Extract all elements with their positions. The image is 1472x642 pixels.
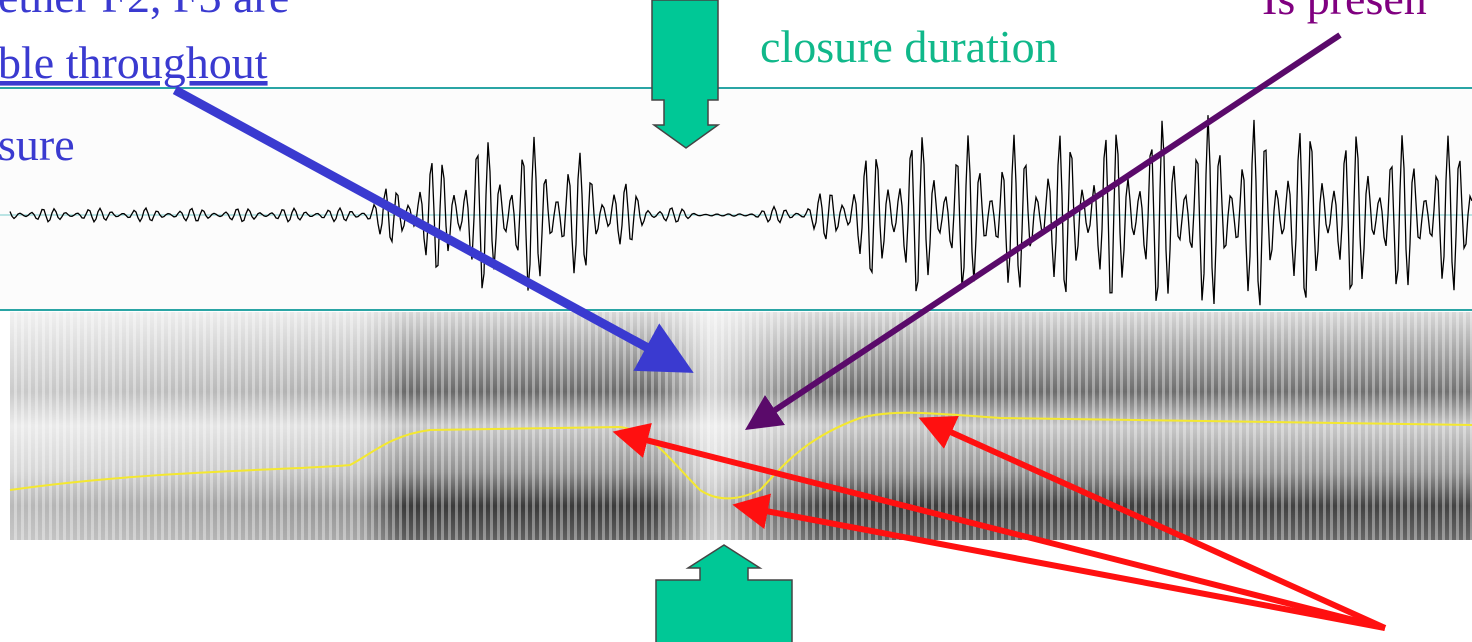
waveform (9, 115, 1472, 306)
note-line: ble throughout (0, 37, 268, 88)
down-arrow (651, 0, 721, 149)
purple-arrow (745, 32, 1342, 430)
blue-arrow (172, 86, 694, 373)
red-arrows (612, 415, 1387, 631)
closure-label: closure duration (760, 21, 1058, 72)
pitch-track (9, 411, 1472, 500)
spectrogram-shade (10, 312, 1472, 540)
right-note: Is presen (1262, 0, 1427, 24)
up-arrow (655, 544, 793, 642)
red-arrow (732, 493, 1386, 631)
red-arrow (612, 422, 1386, 631)
note-line: sure (0, 119, 75, 170)
note-line: ether F2, F3 are (0, 0, 289, 22)
red-arrow (918, 415, 1387, 631)
